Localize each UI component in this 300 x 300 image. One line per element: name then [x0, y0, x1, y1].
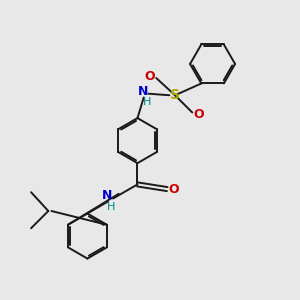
Text: H: H	[107, 202, 115, 212]
Text: O: O	[194, 107, 204, 121]
Text: N: N	[102, 189, 112, 202]
Text: O: O	[144, 70, 155, 83]
Text: H: H	[143, 98, 151, 107]
Text: S: S	[170, 88, 180, 102]
Text: N: N	[137, 85, 148, 98]
Text: O: O	[168, 183, 179, 196]
